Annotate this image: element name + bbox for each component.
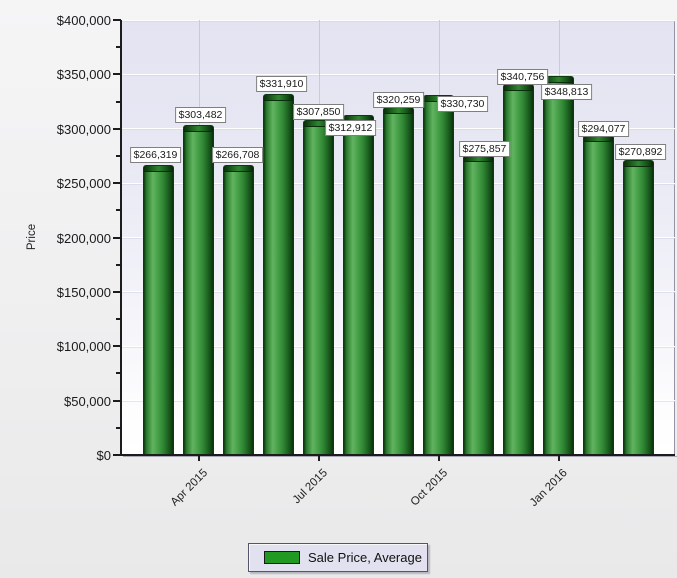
x-tick bbox=[557, 456, 560, 461]
y-tick-label: $0 bbox=[96, 448, 111, 463]
bar bbox=[223, 164, 254, 454]
bar-cap bbox=[264, 95, 293, 102]
bar-value-label: $294,077 bbox=[577, 121, 630, 138]
y-tick-major bbox=[113, 19, 121, 21]
bar-cap bbox=[504, 85, 533, 92]
bar-value-label: $348,813 bbox=[540, 83, 593, 100]
bar-value-label: $270,892 bbox=[614, 144, 667, 161]
y-tick-label: $350,000 bbox=[56, 67, 111, 83]
y-tick-label: $100,000 bbox=[56, 339, 111, 355]
bar-value-label: $303,482 bbox=[174, 106, 227, 123]
bar-cap bbox=[584, 136, 613, 143]
bar-cap bbox=[464, 156, 493, 162]
bar bbox=[543, 75, 574, 454]
gridline-h bbox=[122, 73, 675, 75]
y-tick-minor bbox=[116, 426, 121, 429]
x-tick-label: Jul 2015 bbox=[290, 467, 330, 507]
bar bbox=[183, 124, 214, 454]
bar-value-label: $266,708 bbox=[211, 146, 264, 163]
bar-cap bbox=[224, 165, 253, 172]
y-tick-label: $400,000 bbox=[56, 13, 111, 28]
bar bbox=[303, 120, 334, 454]
y-tick-major bbox=[113, 454, 121, 456]
y-tick-minor bbox=[116, 263, 121, 266]
bar-value-label: $307,850 bbox=[292, 104, 345, 121]
x-tick-label: Jan 2016 bbox=[528, 467, 570, 509]
y-axis-line bbox=[120, 20, 122, 456]
y-tick-minor bbox=[116, 372, 121, 375]
y-tick-minor bbox=[116, 318, 121, 321]
x-tick bbox=[197, 456, 200, 461]
y-tick-major bbox=[113, 73, 121, 76]
y-tick-label: $250,000 bbox=[56, 176, 111, 192]
x-axis-shadow bbox=[123, 456, 677, 457]
bar bbox=[463, 155, 494, 454]
y-tick-label: $50,000 bbox=[64, 393, 111, 409]
y-tick-major bbox=[113, 182, 121, 185]
bar-value-label: $312,912 bbox=[324, 119, 377, 136]
legend: Sale Price, Average bbox=[248, 543, 428, 572]
y-tick-major bbox=[113, 127, 121, 130]
bar bbox=[503, 84, 534, 454]
x-tick bbox=[437, 456, 440, 461]
bar bbox=[343, 114, 374, 454]
bar-cap bbox=[144, 166, 173, 173]
bar-cap bbox=[624, 161, 653, 168]
gridline-h bbox=[122, 19, 675, 21]
bar-value-label: $330,730 bbox=[436, 96, 489, 113]
bar bbox=[583, 135, 614, 454]
bar-cap bbox=[184, 125, 213, 132]
legend-label: Sale Price, Average bbox=[308, 550, 422, 565]
bar-cap bbox=[384, 107, 413, 114]
y-tick-major bbox=[113, 399, 121, 402]
y-tick-minor bbox=[116, 46, 121, 49]
legend-swatch bbox=[264, 551, 301, 564]
bar bbox=[623, 160, 654, 454]
bar-value-label: $275,857 bbox=[458, 141, 511, 157]
y-tick-major bbox=[113, 290, 121, 293]
bar bbox=[383, 106, 414, 454]
bar-cap bbox=[544, 76, 573, 83]
bar-value-label: $320,259 bbox=[372, 91, 425, 108]
x-tick-label: Oct 2015 bbox=[408, 467, 450, 509]
y-tick-minor bbox=[116, 154, 121, 157]
bar bbox=[423, 95, 454, 454]
x-tick-label: Apr 2015 bbox=[168, 467, 210, 509]
y-tick-major bbox=[113, 236, 121, 239]
y-tick-minor bbox=[116, 209, 121, 212]
bar bbox=[143, 165, 174, 454]
bar-value-label: $266,319 bbox=[129, 147, 182, 164]
y-tick-minor bbox=[116, 100, 121, 103]
bar-value-label: $340,756 bbox=[496, 69, 549, 86]
bar-cap bbox=[304, 121, 333, 128]
y-tick-label: $300,000 bbox=[56, 121, 111, 137]
bar-value-label: $331,910 bbox=[255, 76, 308, 93]
y-tick-label: $200,000 bbox=[56, 230, 111, 246]
bar bbox=[263, 94, 294, 454]
x-tick bbox=[317, 456, 320, 461]
y-tick-major bbox=[113, 345, 121, 348]
y-tick-label: $150,000 bbox=[56, 284, 111, 300]
x-axis-line bbox=[120, 454, 675, 456]
